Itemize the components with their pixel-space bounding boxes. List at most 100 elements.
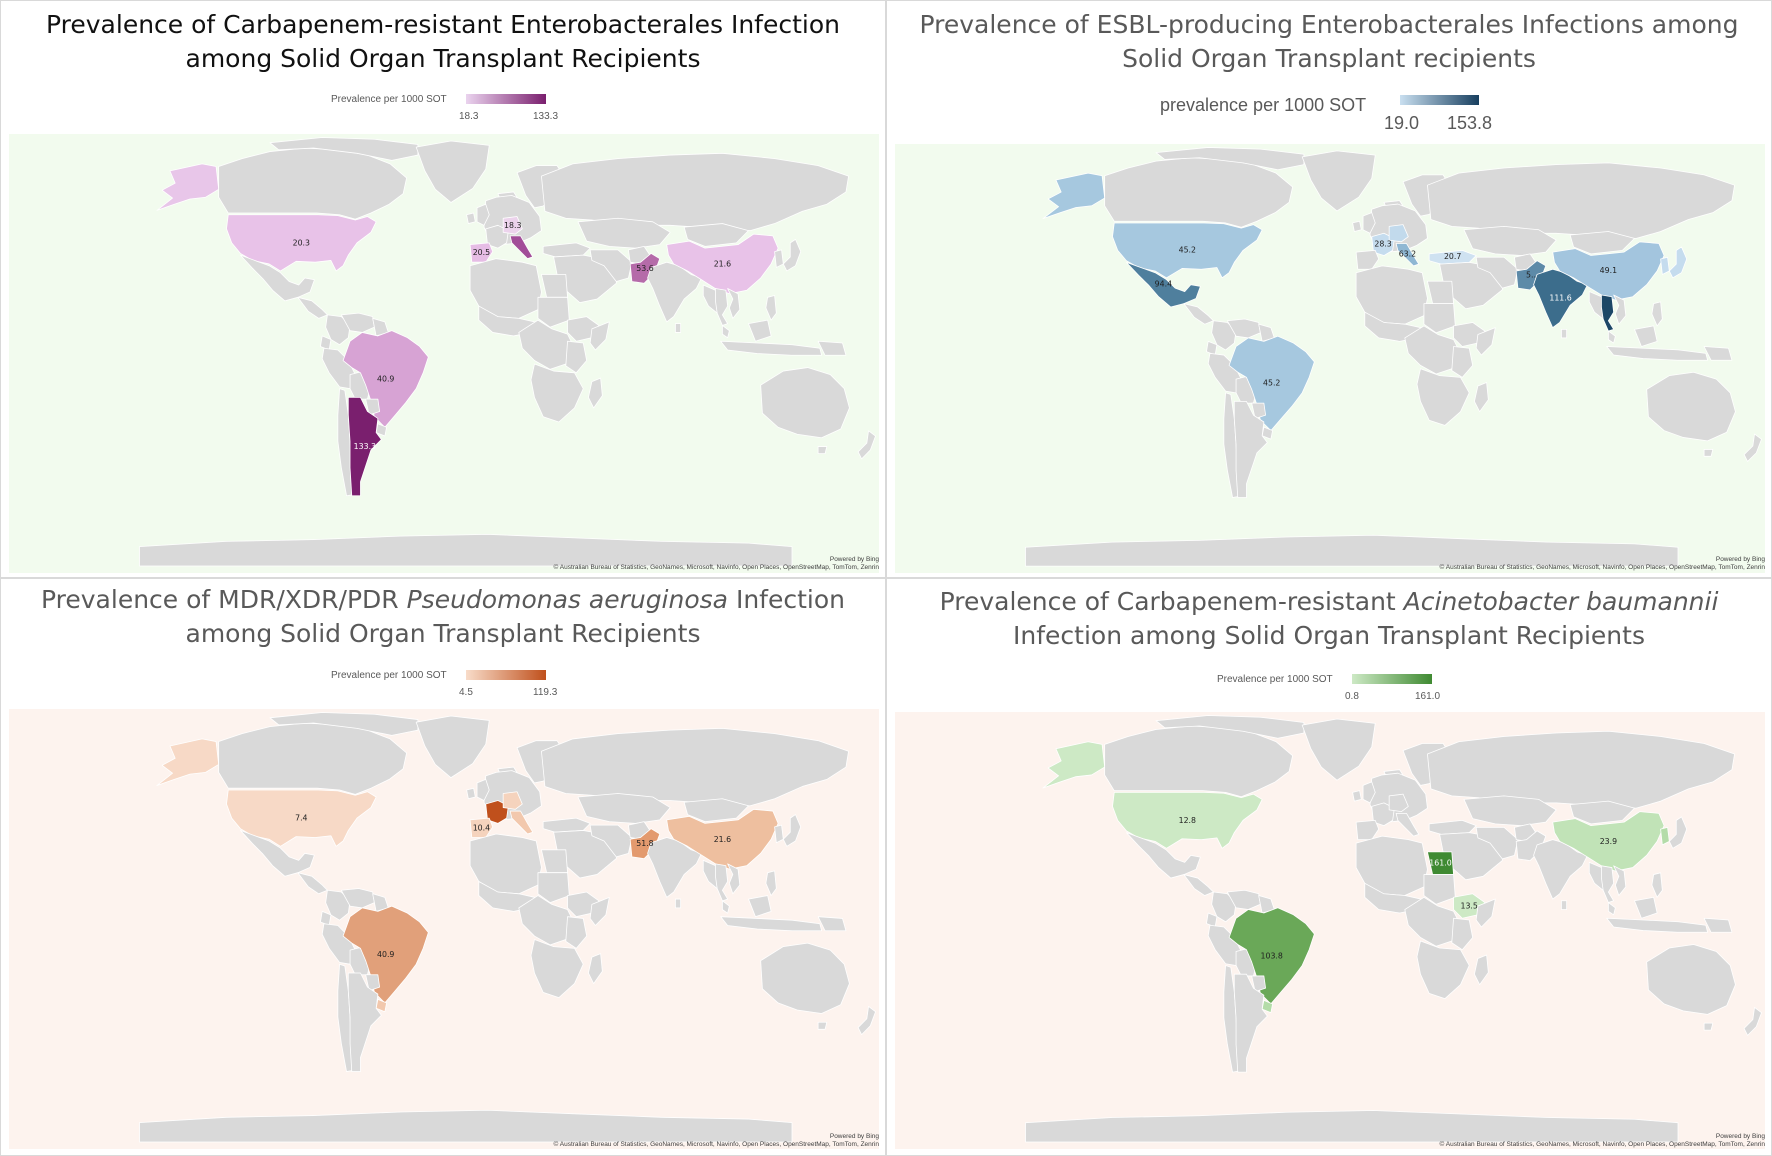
country-italy[interactable] [1395, 243, 1420, 267]
country-canada [1104, 725, 1293, 798]
country-central [297, 872, 328, 895]
value-label-india: 111.6 [1549, 293, 1571, 302]
value-label-france: 28.3 [1374, 239, 1391, 248]
country-southernafrica [1416, 940, 1470, 1000]
country-central [297, 296, 328, 319]
country-paraguay [365, 974, 381, 991]
country-borneo [748, 319, 772, 342]
country-italy[interactable] [509, 235, 534, 260]
map-credit: Powered by Bing © Australian Bureau of S… [1440, 1133, 1765, 1149]
country-indonesia [1606, 917, 1708, 933]
title-line: Prevalence of ESBL-producing Enterobacte… [919, 10, 1739, 39]
country-germany[interactable] [502, 216, 523, 235]
country-japan [1668, 816, 1688, 849]
country-spain[interactable] [469, 242, 494, 263]
country-korea[interactable] [1660, 256, 1670, 275]
country-japan [782, 238, 802, 272]
country-srilanka [675, 323, 682, 333]
country-alaska[interactable] [1042, 172, 1106, 220]
chart-title: Prevalence of Carbapenem-resistant Acine… [887, 585, 1771, 653]
map-canvas[interactable]: 12.8 161.0 13.5 23.9 103.8 [895, 712, 1765, 1149]
legend-min-value: 4.5 [459, 687, 473, 698]
country-brazil[interactable] [342, 330, 429, 428]
country-sudan [537, 872, 570, 903]
title-line: Solid Organ Transplant recipients [1122, 43, 1536, 73]
country-brazil[interactable] [1228, 907, 1315, 1005]
country-thailand [715, 288, 729, 326]
legend-max-value: 119.3 [533, 687, 558, 698]
country-china[interactable] [1552, 811, 1665, 872]
value-label-turkey: 20.7 [1444, 252, 1461, 261]
country-mexico[interactable] [1126, 262, 1201, 308]
value-label-pakistan: 51.8 [636, 839, 653, 848]
country-southernafrica [1416, 368, 1470, 426]
country-somalia [1475, 898, 1496, 928]
country-eastafrica [565, 340, 588, 374]
country-mongolia [1569, 231, 1635, 255]
country-alaska[interactable] [156, 163, 220, 211]
country-ireland [1352, 790, 1362, 802]
country-ecuador [1206, 912, 1218, 928]
country-nz [1743, 1007, 1762, 1036]
country-alaska[interactable] [156, 738, 220, 786]
country-argentina[interactable] [347, 397, 382, 497]
country-egypt [541, 849, 568, 874]
map-canvas[interactable]: 20.3 20.5 18.3 53.6 21.6 40.9 133.3 [9, 134, 879, 573]
country-srilanka [1561, 900, 1568, 910]
country-germany[interactable] [502, 791, 523, 810]
map-panel-acinetobacter: Prevalence of Carbapenem-resistant Acine… [886, 578, 1772, 1156]
title-line: Prevalence of MDR/XDR/PDR Pseudomonas ae… [41, 585, 845, 614]
value-label-china: 21.6 [714, 835, 731, 844]
country-china[interactable] [1552, 241, 1665, 301]
title-line: among Solid Organ Transplant Recipients [185, 43, 701, 73]
value-label-pakistan: 5.. [1526, 270, 1536, 279]
chart-title: Prevalence of Carbapenem-resistant Enter… [1, 8, 885, 76]
map-panel-pseudomonas: Prevalence of MDR/XDR/PDR Pseudomonas ae… [0, 578, 886, 1156]
country-australia [760, 367, 850, 439]
country-borneo [748, 895, 772, 918]
country-spain [1355, 819, 1380, 840]
country-china[interactable] [666, 808, 779, 870]
country-argentina [1233, 973, 1268, 1073]
chart-title: Prevalence of MDR/XDR/PDR Pseudomonas ae… [1, 583, 885, 651]
country-indonesia [720, 340, 822, 356]
country-korea[interactable] [1660, 826, 1670, 846]
country-korea [774, 824, 784, 844]
country-thailand[interactable] [1601, 294, 1615, 332]
country-png [1703, 917, 1733, 933]
country-iran [1475, 256, 1519, 289]
country-brazil[interactable] [342, 905, 429, 1004]
country-antarctica [1025, 1110, 1679, 1143]
country-germany[interactable] [1388, 224, 1409, 243]
map-canvas[interactable]: 7.4 10.4 51.8 21.6 40.9 [9, 709, 879, 1149]
country-borneo [1634, 896, 1658, 919]
country-somalia [589, 321, 610, 351]
country-vietnam [1613, 865, 1627, 896]
country-sudan [1423, 874, 1456, 905]
country-japan[interactable] [1668, 246, 1688, 279]
legend-label: prevalence per 1000 SOT [1160, 95, 1367, 115]
legend-gradient-bar [1352, 674, 1432, 684]
country-greenland [415, 140, 490, 203]
country-brazil[interactable] [1228, 335, 1315, 431]
country-iran [589, 824, 633, 858]
value-label-italy: 63.2 [1399, 250, 1416, 259]
country-sudan [1423, 303, 1456, 334]
country-alaska[interactable] [1042, 741, 1106, 789]
value-label-brazil: 40.9 [377, 374, 394, 383]
country-mexico [1126, 832, 1201, 879]
country-italy[interactable] [509, 810, 534, 835]
country-mexico [240, 254, 315, 302]
country-iran [589, 249, 633, 282]
country-spain[interactable] [469, 817, 494, 838]
country-china[interactable] [666, 233, 779, 295]
legend-gradient-bar [466, 670, 546, 680]
title-line: Infection among Solid Organ Transplant R… [1013, 620, 1645, 650]
map-canvas[interactable]: 45.2 94.4 45.2 28.3 63.2 20.7 5.. 111.6 49.1 [895, 144, 1765, 573]
credit-sources: © Australian Bureau of Statistics, GeoNa… [1439, 1141, 1765, 1148]
country-mexico [240, 830, 315, 877]
value-label-spain: 10.4 [473, 823, 490, 832]
country-png [1703, 346, 1733, 361]
country-srilanka [1561, 328, 1568, 339]
country-uk [1362, 212, 1376, 234]
